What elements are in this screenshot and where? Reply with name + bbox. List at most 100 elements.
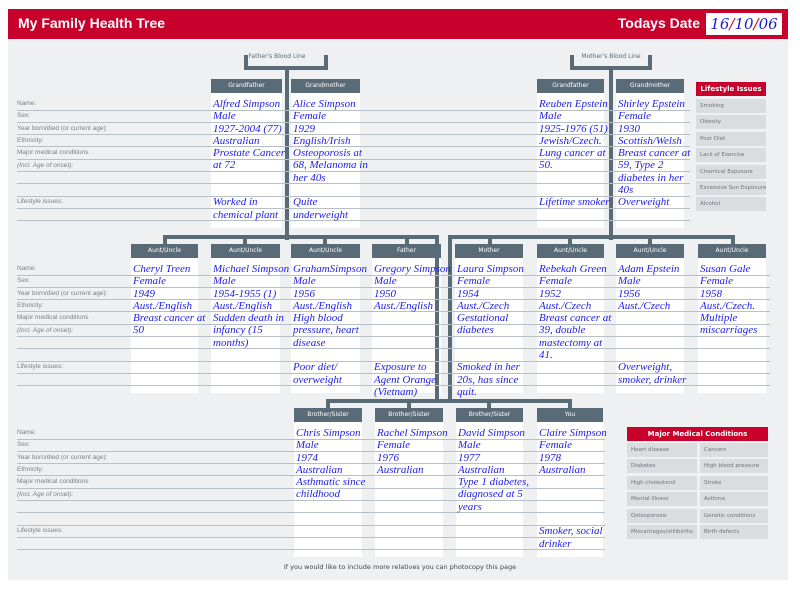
member-sex[interactable]: Male xyxy=(213,275,236,288)
member-conditions[interactable]: Asthmatic since childhood xyxy=(296,476,366,501)
member-sex[interactable]: Male xyxy=(213,110,236,123)
member-lifestyle[interactable]: Exposure to Agent Orange (Vietnam) xyxy=(374,361,437,398)
member-ethnicity[interactable]: Australian xyxy=(213,134,260,147)
member-year[interactable]: 1929 xyxy=(293,122,315,135)
member-sex[interactable]: Female xyxy=(293,110,326,123)
member-conditions[interactable]: Type 1 diabetes, diagnosed at 5 years xyxy=(458,476,529,513)
member-name[interactable]: Michael Simpson xyxy=(213,263,290,275)
member-ethnicity[interactable]: Scottish/Welsh xyxy=(618,134,682,147)
member-ethnicity[interactable]: Australian xyxy=(377,463,424,476)
member-name[interactable]: Laura Simpson xyxy=(457,263,524,275)
member-ethnicity[interactable]: Aust./English xyxy=(213,299,272,312)
member-lifestyle[interactable]: Quite underweight xyxy=(293,196,348,221)
member-name[interactable]: David Simpson xyxy=(458,427,525,439)
member-ethnicity[interactable]: Aust./English xyxy=(374,299,433,312)
member-sex[interactable]: Male xyxy=(539,110,562,123)
member-year[interactable]: 1930 xyxy=(618,122,640,135)
date-field[interactable]: 16/10/06 xyxy=(706,13,782,35)
row-line xyxy=(17,134,690,136)
member-conditions[interactable]: Breast cancer at 50 xyxy=(133,312,206,337)
member-name[interactable]: Susan Gale xyxy=(700,263,751,275)
member-sex[interactable]: Female xyxy=(539,275,572,288)
member-ethnicity[interactable]: Aust./English xyxy=(293,299,352,312)
member-year[interactable]: 1950 xyxy=(374,287,396,300)
member-lifestyle[interactable]: Overweight xyxy=(618,196,670,209)
member-name[interactable]: Rebekah Green xyxy=(539,263,607,275)
member-lifestyle[interactable]: Overweight, smoker, drinker xyxy=(618,361,687,386)
row-line xyxy=(17,220,690,222)
member-sex[interactable]: Male xyxy=(296,439,319,452)
member-conditions[interactable]: Lung cancer at 50. xyxy=(539,147,606,172)
member-conditions[interactable]: Breast cancer at 59, Type 2 diabetes in … xyxy=(618,147,691,197)
member-conditions[interactable]: Breast cancer at 39, double mastectomy a… xyxy=(539,312,612,362)
member-ethnicity[interactable]: Aust./Czech xyxy=(457,299,510,312)
row-line xyxy=(17,207,690,209)
member-ethnicity[interactable]: Australian xyxy=(296,463,343,476)
member-details: Susan Gale Female 1958 Aust./Czech. Multiple… xyxy=(700,263,776,337)
row-line xyxy=(17,549,605,551)
member-ethnicity[interactable]: Australian xyxy=(458,463,505,476)
member-ethnicity[interactable]: Aust./Czech. xyxy=(700,299,755,312)
member-sex[interactable]: Male xyxy=(618,275,641,288)
member-conditions[interactable]: High blood pressure, heart disease xyxy=(293,312,359,349)
row-label: Name: xyxy=(17,100,37,107)
member-name[interactable]: Cheryl Treen xyxy=(133,263,191,275)
member-year[interactable]: 1958 xyxy=(700,287,722,300)
member-year[interactable]: 1925-1976 (51) xyxy=(539,122,608,135)
member-name[interactable]: Claire Simpson xyxy=(539,427,607,439)
member-year[interactable]: 1978 xyxy=(539,451,561,464)
member-lifestyle[interactable]: Worked in chemical plant xyxy=(213,196,279,221)
member-name[interactable]: Shirley Epstein xyxy=(618,98,685,110)
member-conditions[interactable]: Prostate Cancer at 72 xyxy=(213,147,285,172)
member-conditions[interactable]: Osteoporosis at 68, Melanoma in her 40s xyxy=(293,147,368,184)
member-year[interactable]: 1954 xyxy=(457,287,479,300)
member-sex[interactable]: Female xyxy=(377,439,410,452)
member-name[interactable]: Gregory Simpson xyxy=(374,263,451,275)
member-conditions[interactable]: Multiple miscarriages xyxy=(700,312,758,337)
member-name[interactable]: Alice Simpson xyxy=(293,98,356,110)
member-name[interactable]: Reuben Epstein xyxy=(539,98,608,110)
member-year[interactable]: 1952 xyxy=(539,287,561,300)
member-ethnicity[interactable]: Aust./Czech xyxy=(539,299,592,312)
member-ethnicity[interactable]: Aust./Czech xyxy=(618,299,671,312)
member-lifestyle[interactable]: Poor diet/ overweight xyxy=(293,361,342,386)
lifestyle-issues-title: Lifestyle Issues xyxy=(696,82,766,96)
member-sex[interactable]: Female xyxy=(133,275,166,288)
member-ethnicity[interactable]: English/Irish xyxy=(293,134,351,147)
member-year[interactable]: 1954-1955 (1) xyxy=(213,287,277,300)
member-lifestyle[interactable]: Smoker, social drinker xyxy=(539,525,603,550)
date-day: 16 xyxy=(710,15,730,33)
member-name[interactable]: Chris Simpson xyxy=(296,427,361,439)
member-conditions[interactable]: Sudden death in infancy (15 months) xyxy=(213,312,284,349)
member-year[interactable]: 1977 xyxy=(458,451,480,464)
row-label: Major medical conditions xyxy=(17,314,89,322)
lifestyle-item: Lack of Exercise xyxy=(696,148,766,163)
member-year[interactable]: 1956 xyxy=(293,287,315,300)
member-name[interactable]: GrahamSimpson xyxy=(293,263,367,275)
member-name[interactable]: Alfred Simpson xyxy=(213,98,281,110)
member-conditions[interactable]: Gestational diabetes xyxy=(457,312,509,337)
member-year[interactable]: 1949 xyxy=(133,287,155,300)
row-line xyxy=(17,121,690,123)
row-line xyxy=(17,336,770,337)
member-lifestyle[interactable]: Smoked in her 20s, has since quit. xyxy=(457,361,520,398)
member-sex[interactable]: Female xyxy=(700,275,733,288)
member-name[interactable]: Adam Epstein xyxy=(618,263,680,275)
member-sex[interactable]: Male xyxy=(374,275,397,288)
member-year[interactable]: 1976 xyxy=(377,451,399,464)
member-lifestyle[interactable]: Lifetime smoker xyxy=(539,196,610,209)
member-sex[interactable]: Male xyxy=(293,275,316,288)
member-year[interactable]: 1927-2004 (77) xyxy=(213,122,282,135)
row-label: Lifestyle issues: xyxy=(17,363,63,371)
member-ethnicity[interactable]: Australian xyxy=(539,463,586,476)
member-year[interactable]: 1974 xyxy=(296,451,318,464)
member-sex[interactable]: Female xyxy=(539,439,572,452)
member-sex[interactable]: Male xyxy=(458,439,481,452)
member-year[interactable]: 1956 xyxy=(618,287,640,300)
member-sex[interactable]: Female xyxy=(457,275,490,288)
member-sex[interactable]: Female xyxy=(618,110,651,123)
condition-item: Asthma xyxy=(700,492,768,507)
member-ethnicity[interactable]: Jewish/Czech. xyxy=(539,134,602,147)
member-ethnicity[interactable]: Aust./English xyxy=(133,299,192,312)
member-name[interactable]: Rachel Simpson xyxy=(377,427,448,439)
